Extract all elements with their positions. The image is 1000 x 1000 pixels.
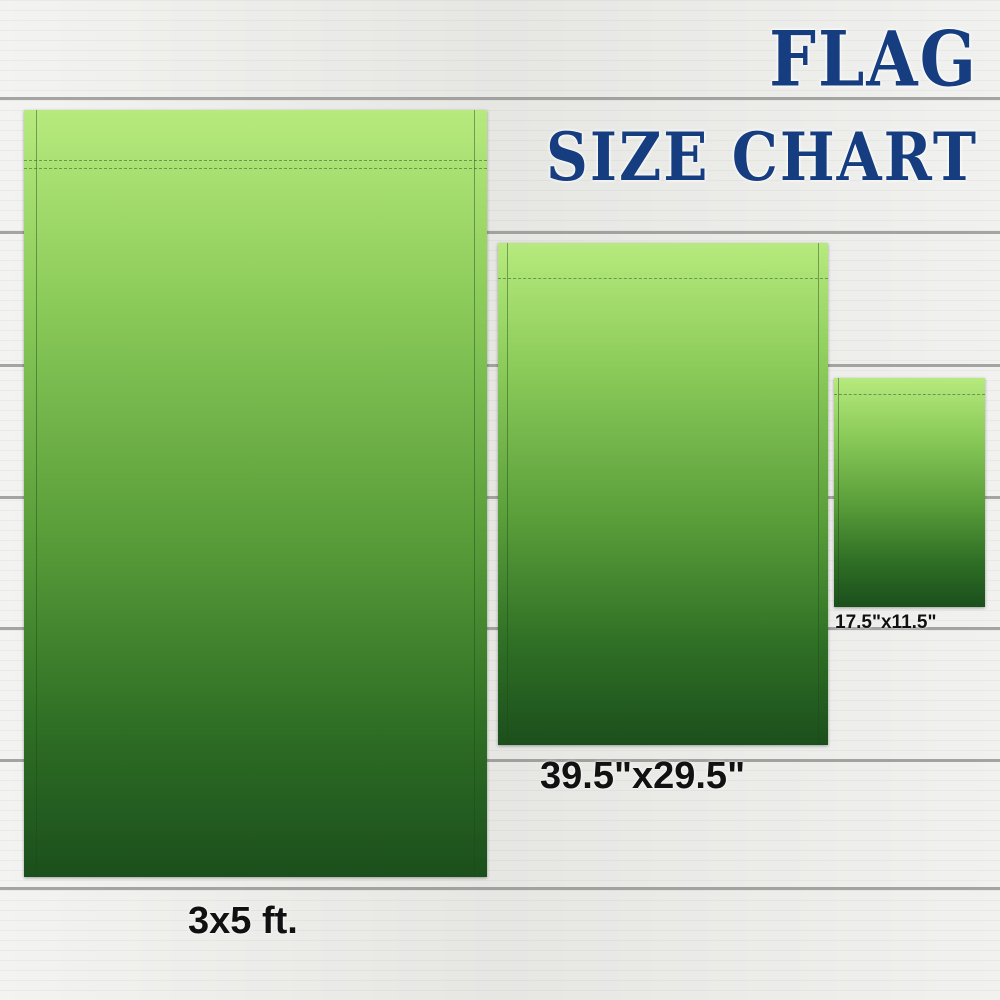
title-line-1: FLAG [769, 14, 978, 104]
plank-line [0, 97, 1000, 100]
flag-large-size-label: 3x5 ft. [188, 900, 298, 942]
flag-small [834, 378, 985, 607]
title-line-2: SIZE CHART [545, 118, 978, 197]
plank-line [0, 759, 1000, 762]
flag-large [24, 110, 487, 877]
plank-line [0, 887, 1000, 890]
flag-small-size-label: 17.5"x11.5" [835, 612, 937, 633]
flag-medium-size-label: 39.5"x29.5" [540, 755, 746, 797]
flag-medium [498, 243, 828, 745]
plank-line [0, 231, 1000, 234]
